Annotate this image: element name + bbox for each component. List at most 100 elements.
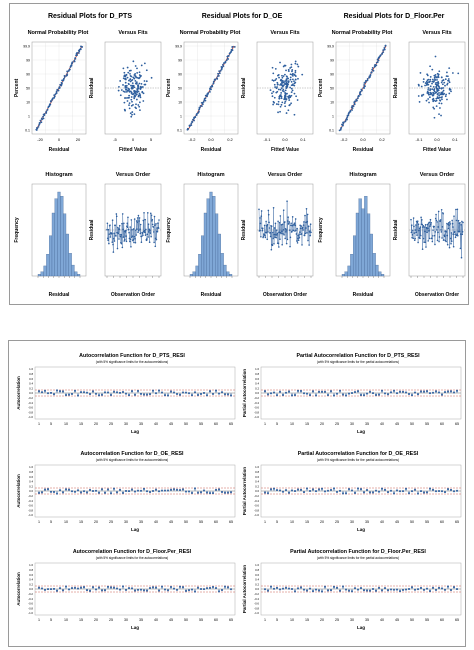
order-point [135,220,138,222]
order-point [153,241,155,244]
acf-xtick-label: 1 [264,520,266,524]
order-point [111,219,114,221]
fits-point [282,84,284,87]
acf-point [285,586,287,589]
fits-point [128,107,131,110]
fits-point [435,86,438,89]
order-point [133,218,136,220]
order-point [261,227,264,230]
acf-point [354,391,356,393]
acf-point [152,490,154,492]
acf-point [456,588,458,590]
acf-point [339,589,341,592]
npp-point [221,66,224,69]
acf-ytick-label: 1.0 [255,465,259,469]
fits-point [282,88,285,91]
order-point [419,234,422,237]
acf-point [95,588,97,591]
acf-point [414,488,416,491]
fits-point [428,96,431,99]
order-point [266,223,269,226]
npp-ytick-label: 99.9 [23,45,30,49]
fits-point [431,78,434,81]
order-point [416,221,419,224]
order-point [433,225,435,228]
acf-point [221,391,223,394]
npp-title: Normal Probability Plot [28,30,89,36]
acf-point [104,391,106,394]
fits-point [120,89,123,91]
acf-point [426,491,428,494]
hist-bar [37,274,41,277]
acf-panel-subtitle: (with 5% significance limits for the aut… [96,458,168,462]
acf-point [312,390,314,393]
fits-point [136,72,139,74]
npp-point [356,97,359,100]
acf-point [167,589,169,592]
acf-ytick-label: 0.0 [29,391,33,395]
fits-point [446,82,449,85]
fits-point [126,76,129,79]
hist-bar [347,265,351,277]
acf-point [197,586,199,589]
fits-point [283,95,286,97]
acf-point [134,589,136,592]
acf-point [53,588,55,590]
fits-point [431,94,434,96]
fits-title: Versus Fits [270,30,299,36]
npp-point [231,45,234,48]
order-point [454,236,457,239]
fits-point [128,104,130,106]
fits-point [447,78,450,80]
order-point [447,222,450,224]
hist-bar [201,235,205,277]
fits-point [134,95,137,98]
npp-ytick-label: 0.1 [177,129,182,133]
fits-point [294,60,297,63]
order-point [295,233,298,235]
hist-ylabel: Frequency [14,217,20,243]
acf-point [339,489,341,492]
fits-point [438,91,440,94]
npp-point [40,121,43,124]
fits-point [301,73,304,76]
order-point [275,236,278,239]
acf-point [411,490,413,493]
fits-point [136,91,139,94]
npp-point [76,51,79,54]
acf-point [306,589,308,592]
order-point [259,222,262,225]
acf-xtick-label: 30 [350,422,354,426]
acf-point [146,589,148,592]
order-point [126,226,129,229]
order-point [434,217,437,220]
npp-point [50,100,52,102]
order-point [268,227,271,229]
acf-point [324,490,326,493]
acf-xtick-label: 65 [455,618,459,622]
acf-point [218,488,220,491]
npp-xtick-label: -0.2 [341,137,349,142]
order-point [273,227,276,229]
npp-point [66,73,69,75]
npp-point [79,47,82,50]
fits-point [127,97,129,99]
acf-xtick-label: 35 [139,618,143,622]
hist-bar [189,274,193,277]
acf-point [194,391,196,394]
order-point [286,238,289,241]
order-point [271,244,274,247]
order-point [422,225,425,227]
fits-point [290,80,293,83]
acf-xlabel: Lag [357,625,365,630]
fits-point [283,102,286,105]
fits-point [290,102,293,105]
acf-point [309,394,311,396]
acf-ytick-label: 1.0 [255,367,259,371]
npp-point [376,58,379,61]
npp-point [346,116,349,118]
acf-point [209,492,211,495]
hist-bar [367,213,371,277]
npp-point [40,117,43,120]
acf-xtick-label: 65 [455,520,459,524]
